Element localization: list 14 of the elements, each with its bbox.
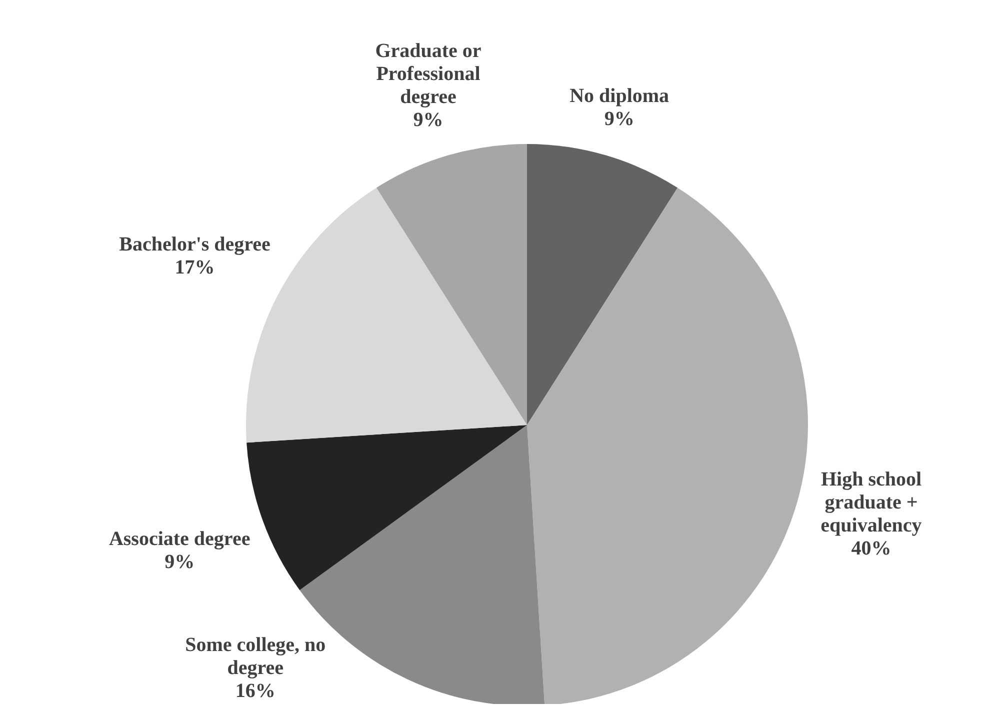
slice-label: Some college, no degree (185, 634, 326, 679)
slice-label: Bachelor's degree (119, 234, 271, 256)
pie-slice (527, 144, 678, 425)
slice-label: No diploma (570, 85, 670, 108)
data-label: 40% (851, 537, 892, 560)
pie-slice (300, 425, 545, 704)
data-label: 9% (164, 551, 195, 574)
data-label: 9% (413, 109, 444, 132)
data-label: 16% (235, 680, 276, 702)
slice-label: High school graduate + equivalency (820, 468, 922, 536)
slice-label: Graduate or Professional degree (375, 40, 482, 108)
data-label: 9% (604, 108, 634, 130)
data-label: 17% (174, 256, 215, 279)
slice-label: Associate degree (108, 528, 250, 550)
